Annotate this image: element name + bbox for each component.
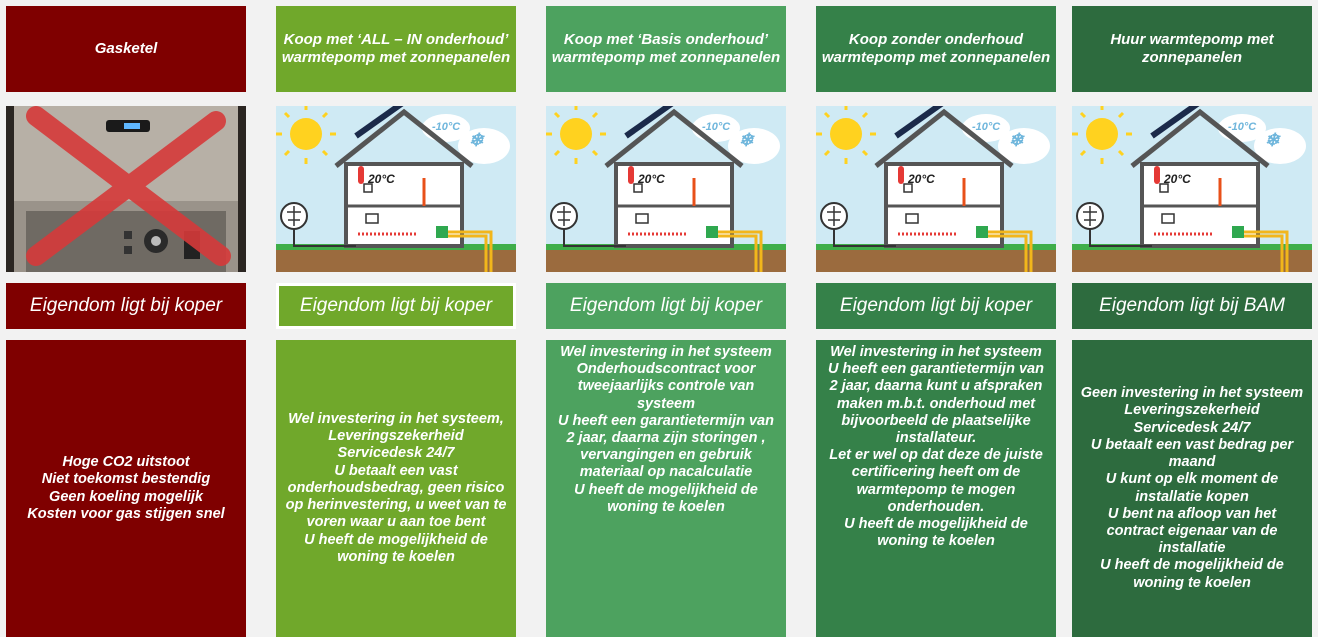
- boiler-image: [6, 106, 246, 272]
- description-line: Geen koeling mogelijk: [12, 489, 240, 506]
- illustration: ❄ -10°C 20°C: [1072, 106, 1312, 272]
- description-line: U heeft een garantietermijn van 2 jaar, …: [552, 413, 780, 482]
- svg-text:❄: ❄: [738, 130, 755, 150]
- description-line: Wel investering in het systeem,: [282, 411, 510, 428]
- boiler-photo: [6, 106, 246, 272]
- description-line: Let er wel op dat deze de juiste certifi…: [822, 447, 1050, 516]
- description-line: Onderhoudscontract voor tweejaarlijks co…: [552, 361, 780, 413]
- description-line: U betaalt een vast onderhoudsbedrag, gee…: [282, 463, 510, 532]
- description-line: Wel investering in het systeem: [552, 344, 780, 361]
- outdoor-temperature: -10°C: [432, 121, 461, 133]
- description-line: U heeft een garantietermijn van 2 jaar, …: [822, 361, 1050, 447]
- outdoor-temperature: -10°C: [702, 121, 731, 133]
- heat-pump-illustration: ❄ -10°C 20°C: [1072, 106, 1312, 272]
- description-line: Niet toekomst bestendig: [12, 471, 240, 488]
- ownership: Eigendom ligt bij BAM: [1072, 283, 1312, 329]
- indoor-temperature: 20°C: [367, 172, 395, 186]
- ownership: Eigendom ligt bij koper: [546, 283, 786, 329]
- heat-pump-illustration: ❄ -10°C 20°C: [276, 106, 516, 272]
- page: Gasketel Eigendom ligt bij koper Hoge CO2…: [0, 0, 1318, 637]
- svg-text:❄: ❄: [468, 130, 485, 150]
- description-line: Leveringszekerheid: [282, 428, 510, 445]
- description-line: Wel investering in het systeem: [822, 344, 1050, 361]
- outdoor-temperature: -10°C: [1228, 121, 1257, 133]
- description-line: Geen investering in het systeem: [1078, 385, 1306, 402]
- description-line: U bent na afloop van het contract eigena…: [1078, 506, 1306, 558]
- description-line: Servicedesk 24/7: [1078, 420, 1306, 437]
- ownership: Eigendom ligt bij koper: [276, 283, 516, 329]
- column-header: Koop met ‘Basis onderhoud’ warmtepomp me…: [546, 6, 786, 92]
- illustration: ❄ -10°C 20°C: [816, 106, 1056, 272]
- column-header: Huur warmtepomp met zonnepanelen: [1072, 6, 1312, 92]
- description-line: U heeft de mogelijkheid de woning te koe…: [552, 482, 780, 516]
- description: Wel investering in het systeem,Leverings…: [276, 340, 516, 637]
- column-header: Gasketel: [6, 6, 246, 92]
- description-line: Hoge CO2 uitstoot: [12, 454, 240, 471]
- column-header: Koop met ‘ALL – IN onderhoud’ warmtepomp…: [276, 6, 516, 92]
- description-line: U betaalt een vast bedrag per maand: [1078, 437, 1306, 471]
- description-line: Leveringszekerheid: [1078, 402, 1306, 419]
- indoor-temperature: 20°C: [1163, 172, 1191, 186]
- description-line: Servicedesk 24/7: [282, 445, 510, 462]
- description-line: Kosten voor gas stijgen snel: [12, 506, 240, 523]
- description-line: U heeft de mogelijkheid de woning te koe…: [822, 516, 1050, 550]
- description-line: U heeft de mogelijkheid de woning te koe…: [1078, 557, 1306, 591]
- description-line: U kunt op elk moment de installatie kope…: [1078, 471, 1306, 505]
- illustration: ❄ -10°C 20°C: [546, 106, 786, 272]
- description-line: U heeft de mogelijkheid de woning te koe…: [282, 532, 510, 566]
- column-header: Koop zonder onderhoud warmtepomp met zon…: [816, 6, 1056, 92]
- ownership: Eigendom ligt bij koper: [6, 283, 246, 329]
- svg-text:❄: ❄: [1008, 130, 1025, 150]
- indoor-temperature: 20°C: [637, 172, 665, 186]
- illustration: ❄ -10°C 20°C: [276, 106, 516, 272]
- svg-text:❄: ❄: [1264, 130, 1281, 150]
- ownership: Eigendom ligt bij koper: [816, 283, 1056, 329]
- indoor-temperature: 20°C: [907, 172, 935, 186]
- outdoor-temperature: -10°C: [972, 121, 1001, 133]
- heat-pump-illustration: ❄ -10°C 20°C: [546, 106, 786, 272]
- heat-pump-illustration: ❄ -10°C 20°C: [816, 106, 1056, 272]
